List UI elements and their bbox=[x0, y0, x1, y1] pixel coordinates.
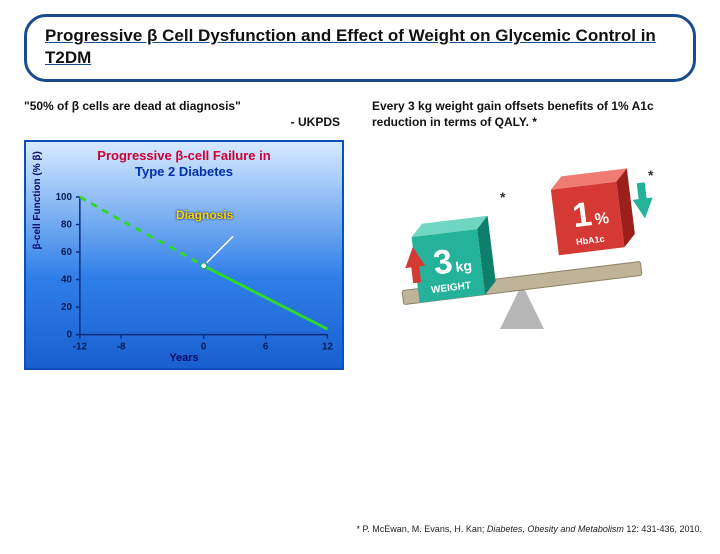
footnote-prefix: * P. McEwan, M. Evans, H. Kan; bbox=[356, 524, 486, 534]
svg-text:100: 100 bbox=[56, 192, 73, 203]
title-bar: Progressive β Cell Dysfunction and Effec… bbox=[24, 14, 696, 82]
svg-text:0: 0 bbox=[67, 330, 73, 341]
svg-text:0: 0 bbox=[201, 342, 207, 353]
seesaw-infographic: 3 kg WEIGHT 1 % HbA1c * * bbox=[372, 144, 672, 354]
diagnosis-marker bbox=[201, 263, 207, 269]
footnote-journal: Diabetes, Obesity and Metabolism bbox=[487, 524, 624, 534]
asterisk-right: * bbox=[648, 167, 654, 183]
left-attribution: - UKPDS bbox=[24, 114, 348, 130]
weight-cube: 3 kg WEIGHT bbox=[410, 216, 497, 303]
beta-cell-chart: Progressive β-cell Failure in Type 2 Dia… bbox=[24, 140, 344, 370]
page-title: Progressive β Cell Dysfunction and Effec… bbox=[45, 25, 675, 69]
svg-text:40: 40 bbox=[61, 275, 72, 286]
content-columns: "50% of β cells are dead at diagnosis" -… bbox=[0, 98, 720, 370]
footnote-suffix: 12: 431-436, 2010. bbox=[624, 524, 702, 534]
asterisk-left: * bbox=[500, 189, 506, 205]
series-post-diagnosis bbox=[204, 266, 328, 329]
footnote: * P. McEwan, M. Evans, H. Kan; Diabetes,… bbox=[356, 524, 702, 534]
left-caption: "50% of β cells are dead at diagnosis" -… bbox=[24, 98, 348, 134]
seesaw-svg: 3 kg WEIGHT 1 % HbA1c * * bbox=[372, 144, 672, 354]
svg-text:6: 6 bbox=[263, 342, 269, 353]
diagnosis-arrow bbox=[207, 237, 234, 264]
svg-text:12: 12 bbox=[322, 342, 333, 353]
left-quote: "50% of β cells are dead at diagnosis" bbox=[24, 99, 241, 113]
left-column: "50% of β cells are dead at diagnosis" -… bbox=[24, 98, 348, 370]
svg-text:20: 20 bbox=[61, 302, 72, 313]
svg-text:80: 80 bbox=[61, 220, 72, 231]
svg-text:60: 60 bbox=[61, 247, 72, 258]
svg-text:%: % bbox=[594, 210, 610, 229]
hba1c-cube: 1 % HbA1c bbox=[549, 169, 636, 256]
x-ticks: -12 -8 0 6 12 bbox=[73, 335, 334, 353]
svg-text:-8: -8 bbox=[117, 342, 126, 353]
right-caption: Every 3 kg weight gain offsets benefits … bbox=[372, 98, 696, 134]
right-column: Every 3 kg weight gain offsets benefits … bbox=[372, 98, 696, 370]
arrow-down-icon bbox=[631, 182, 655, 220]
svg-text:kg: kg bbox=[455, 257, 473, 275]
series-pre-diagnosis bbox=[80, 197, 204, 266]
chart-svg: 0 20 40 60 80 100 -12 -8 0 6 12 bbox=[26, 142, 342, 368]
y-ticks: 0 20 40 60 80 100 bbox=[56, 192, 80, 341]
svg-text:-12: -12 bbox=[73, 342, 88, 353]
